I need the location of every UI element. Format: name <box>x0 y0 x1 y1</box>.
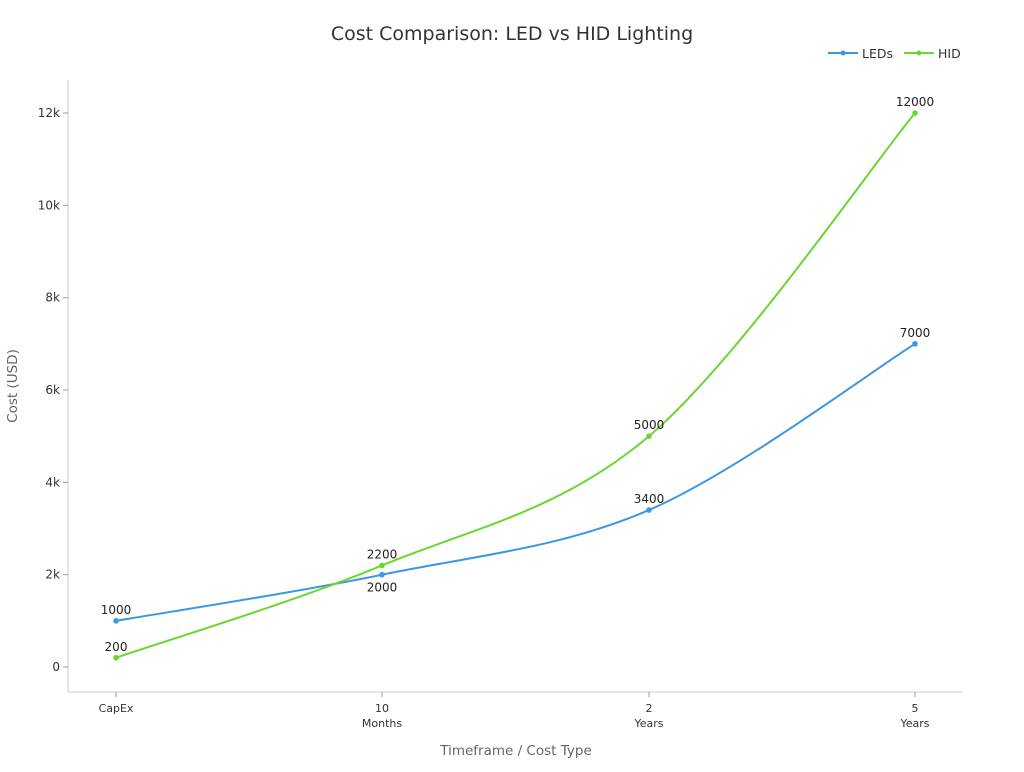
legend-marker <box>916 50 922 56</box>
data-point <box>912 341 918 347</box>
x-tick-label: 5 Years <box>899 702 929 730</box>
y-axis-label: Cost (USD) <box>5 349 21 423</box>
series-line-leds <box>115 342 916 622</box>
y-tick-label: 8k <box>45 291 60 305</box>
data-label: 200 <box>105 640 128 654</box>
legend-marker <box>840 50 846 56</box>
x-tick-label: 2 Years <box>633 702 663 730</box>
y-tick-label: 12k <box>38 106 60 120</box>
data-label: 2200 <box>367 547 398 561</box>
data-label: 1000 <box>101 603 132 617</box>
y-tick-label: 2k <box>45 568 60 582</box>
data-point <box>646 507 652 513</box>
data-point <box>113 654 119 661</box>
legend-label: HID <box>938 46 961 61</box>
data-label: 5000 <box>634 418 665 432</box>
x-tick-label: CapEx <box>99 702 134 715</box>
data-label: 2000 <box>367 581 398 595</box>
data-label: 12000 <box>896 95 934 109</box>
data-label: 3400 <box>634 492 665 506</box>
x-tick-label: 10 Months <box>362 702 402 730</box>
data-point <box>379 562 385 569</box>
data-point <box>912 110 918 116</box>
y-tick-label: 10k <box>38 198 60 212</box>
y-tick-label: 4k <box>45 475 60 489</box>
legend-label: LEDs <box>862 46 893 61</box>
data-label: 7000 <box>900 326 931 340</box>
chart-title: Cost Comparison: LED vs HID Lighting <box>331 23 693 45</box>
legend: LEDs HID <box>828 46 961 61</box>
x-axis-label: Timeframe / Cost Type <box>439 743 592 759</box>
y-tick-label: 0 <box>52 660 60 674</box>
y-tick-label: 6k <box>45 383 60 397</box>
series-line-hid <box>115 112 916 659</box>
data-point <box>646 433 652 439</box>
data-point <box>113 618 119 624</box>
data-point <box>379 571 385 578</box>
